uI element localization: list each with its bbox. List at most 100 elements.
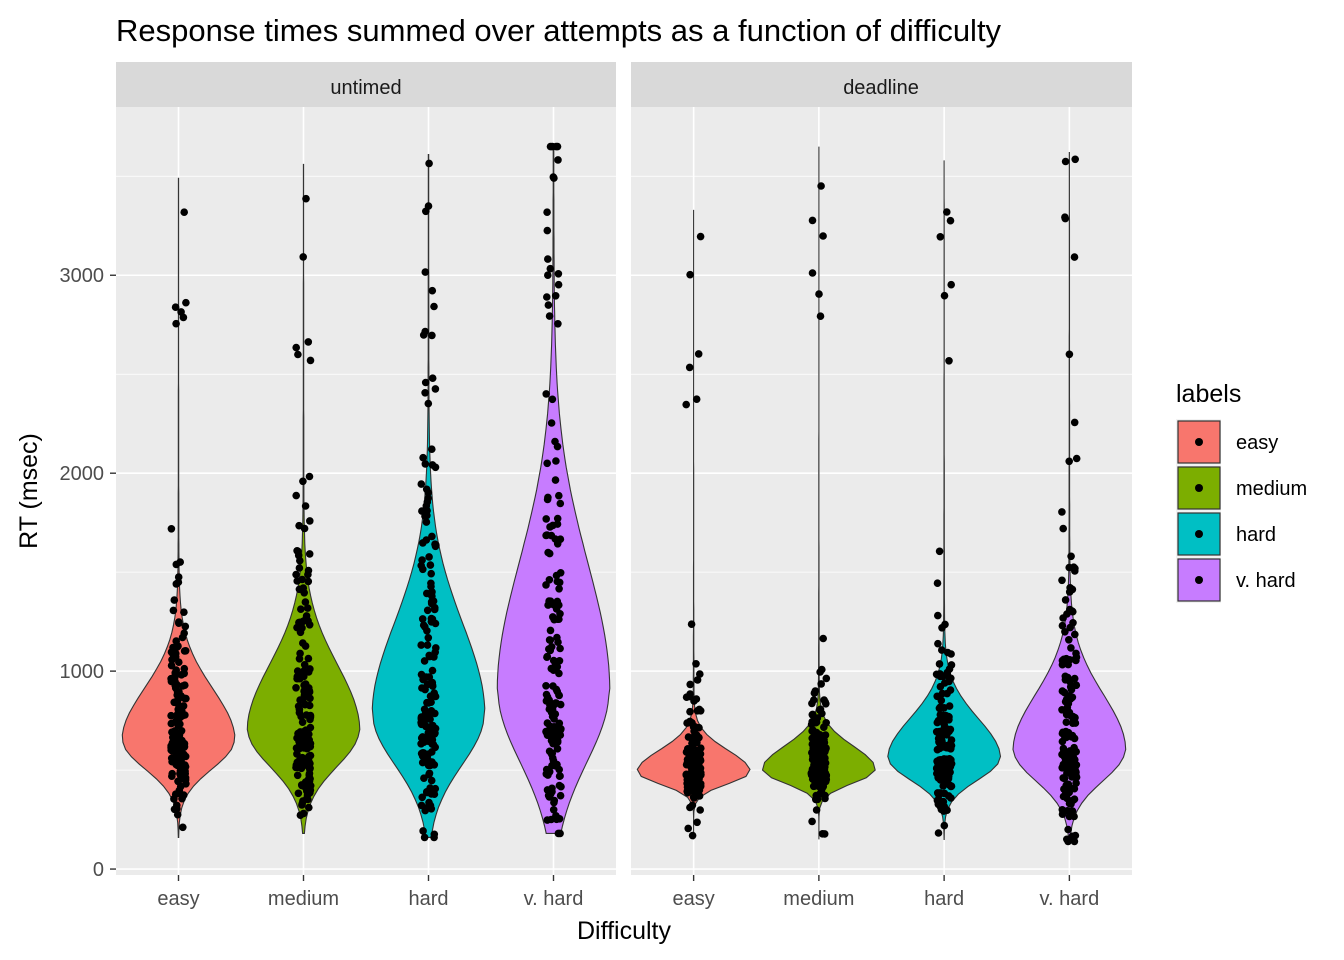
data-point	[1061, 157, 1070, 166]
data-point	[544, 301, 553, 309]
legend-label: easy	[1236, 432, 1278, 454]
data-point	[173, 801, 181, 810]
data-point	[428, 374, 437, 383]
data-point	[947, 280, 955, 289]
data-point	[944, 712, 953, 721]
data-point	[295, 709, 304, 717]
data-point	[941, 679, 949, 687]
data-point	[1065, 656, 1074, 664]
data-point	[180, 669, 188, 678]
data-point	[1070, 765, 1079, 773]
data-point	[306, 723, 315, 732]
data-point	[1059, 614, 1067, 622]
data-point	[179, 762, 188, 771]
data-point	[167, 744, 175, 752]
data-point	[428, 588, 436, 596]
data-point	[305, 771, 314, 779]
data-point	[934, 611, 942, 620]
data-point	[418, 758, 427, 767]
data-point	[690, 727, 698, 736]
data-point	[1065, 350, 1074, 359]
data-point	[817, 767, 826, 775]
data-point	[556, 535, 565, 543]
data-point	[694, 350, 703, 358]
x-tick-label: easy	[157, 888, 199, 910]
data-point	[810, 731, 819, 740]
data-point	[176, 745, 185, 754]
data-point	[424, 488, 433, 497]
data-point	[816, 668, 824, 676]
data-point	[431, 385, 440, 393]
data-point	[684, 754, 693, 762]
data-point	[934, 800, 943, 809]
data-point	[294, 702, 303, 711]
data-point	[694, 746, 703, 755]
legend-key-point	[1195, 530, 1203, 538]
y-axis-title: RT (msec)	[15, 433, 43, 549]
data-point	[425, 553, 433, 561]
data-point	[940, 821, 949, 830]
data-point	[299, 809, 308, 818]
data-point	[419, 565, 427, 574]
data-point	[1071, 155, 1079, 164]
data-point	[545, 636, 554, 644]
data-point	[424, 399, 433, 408]
data-point	[692, 395, 701, 404]
data-point	[418, 507, 426, 515]
data-point	[424, 761, 433, 770]
data-point	[945, 764, 954, 772]
data-point	[542, 728, 551, 737]
data-point	[943, 806, 951, 814]
data-point	[543, 208, 551, 216]
data-point	[300, 661, 309, 669]
data-point	[555, 691, 563, 699]
data-point	[292, 570, 300, 579]
data-point	[553, 442, 562, 451]
data-point	[943, 689, 951, 698]
data-point	[299, 584, 308, 592]
data-point	[555, 669, 563, 678]
data-point	[1061, 628, 1069, 636]
data-point	[431, 463, 440, 472]
data-point	[178, 712, 186, 720]
data-point	[420, 705, 429, 714]
data-point	[1067, 552, 1075, 561]
data-point	[1066, 623, 1074, 632]
x-tick-label: v. hard	[1040, 888, 1100, 910]
data-point	[822, 719, 830, 727]
data-point	[428, 532, 436, 541]
data-point	[1066, 695, 1075, 703]
data-point	[1059, 792, 1068, 801]
y-tick-label: 2000	[60, 463, 105, 485]
data-point	[423, 627, 431, 635]
data-point	[419, 453, 427, 462]
data-point	[556, 499, 565, 508]
data-point	[1064, 825, 1072, 834]
data-point	[301, 700, 309, 709]
data-point	[425, 159, 433, 168]
data-point	[430, 605, 439, 614]
data-point	[297, 737, 305, 745]
data-point	[689, 773, 698, 781]
data-point	[554, 270, 563, 278]
data-point	[682, 400, 690, 409]
data-point	[427, 598, 436, 606]
data-point	[431, 709, 439, 718]
data-point	[1064, 766, 1072, 775]
x-tick-label: easy	[673, 888, 715, 910]
data-point	[179, 702, 188, 710]
data-point	[940, 291, 949, 300]
data-point	[934, 829, 943, 837]
data-point	[420, 657, 429, 665]
data-point	[553, 738, 562, 746]
data-point	[817, 787, 826, 795]
data-point	[180, 608, 188, 616]
data-point	[542, 531, 550, 540]
data-point	[542, 682, 550, 690]
data-point	[545, 312, 554, 320]
data-point	[421, 685, 429, 694]
data-point	[1058, 576, 1066, 585]
data-point	[810, 761, 818, 769]
data-point	[305, 803, 313, 812]
data-point	[808, 711, 817, 719]
